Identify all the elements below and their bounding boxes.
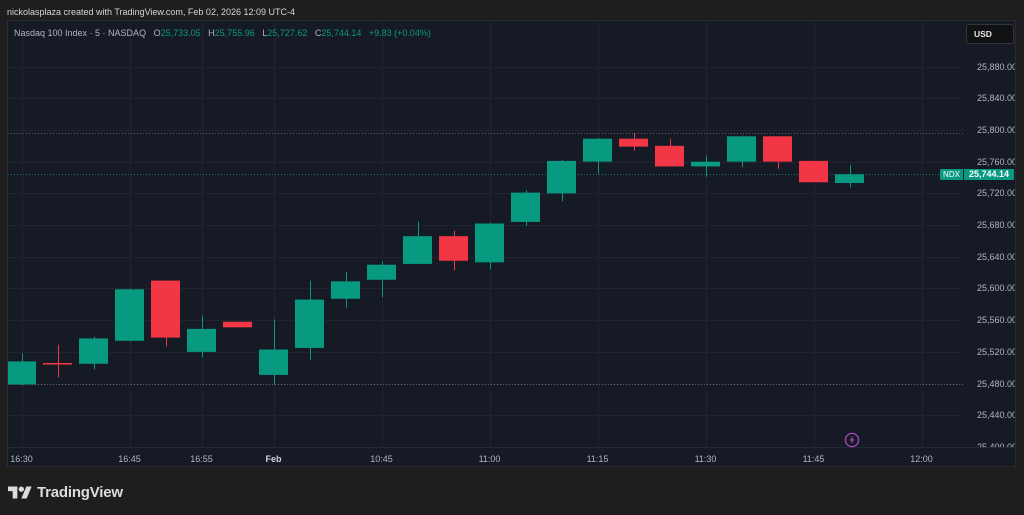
candle[interactable] xyxy=(79,336,108,370)
time-axis[interactable]: 16:30 16:45 16:55 Feb 10:45 11:00 11:15 11:30 11… xyxy=(8,447,1015,466)
price-axis-label: 25,480.00 xyxy=(976,378,1016,389)
candle-body xyxy=(115,289,144,341)
last-price-value: 25,744.14 xyxy=(964,168,1014,180)
candle[interactable] xyxy=(8,353,36,386)
candle-body xyxy=(439,236,468,261)
last-price-symbol: NDX xyxy=(940,168,963,180)
currency-button[interactable]: USD xyxy=(966,24,1014,44)
time-axis-label: 16:45 xyxy=(118,454,141,464)
candle[interactable] xyxy=(43,344,72,378)
candle[interactable] xyxy=(151,280,180,347)
candle[interactable] xyxy=(691,155,720,177)
price-axis-label: 25,760.00 xyxy=(976,156,1016,167)
candle[interactable] xyxy=(187,315,216,358)
candle-body xyxy=(835,174,864,184)
tradingview-logo-icon xyxy=(8,486,32,498)
price-axis-label: 25,560.00 xyxy=(976,315,1016,326)
candle[interactable] xyxy=(619,133,648,151)
candle[interactable] xyxy=(439,230,468,271)
chart-legend: Nasdaq 100 Index · 5 · NASDAQ O25,733.05… xyxy=(14,26,431,40)
price-axis-label: 25,800.00 xyxy=(976,124,1016,135)
time-axis-label: 16:30 xyxy=(10,454,33,464)
time-axis-label: 11:45 xyxy=(802,454,825,464)
candle-body xyxy=(655,145,684,167)
candle[interactable] xyxy=(403,221,432,264)
candle[interactable] xyxy=(475,222,504,270)
candle-body xyxy=(547,160,576,194)
change-value: +9.83 (+0.04%) xyxy=(368,28,431,38)
low-label: L xyxy=(262,28,268,38)
candlestick-plot[interactable] xyxy=(8,21,1016,467)
close-label: C xyxy=(314,28,322,38)
candle-body xyxy=(799,160,828,183)
candle[interactable] xyxy=(259,319,288,385)
chart-panel[interactable]: Nasdaq 100 Index · 5 · NASDAQ O25,733.05… xyxy=(7,20,1016,467)
candle[interactable] xyxy=(835,164,864,188)
candle-body xyxy=(43,362,72,365)
open-value: 25,733.05 xyxy=(160,28,201,38)
candle[interactable] xyxy=(367,261,396,298)
candle[interactable] xyxy=(763,136,792,169)
candle-body xyxy=(331,281,360,299)
candles[interactable] xyxy=(8,133,864,386)
lightning-icon[interactable] xyxy=(844,432,860,448)
candle[interactable] xyxy=(547,160,576,202)
candle-body xyxy=(187,328,216,352)
time-axis-label: 11:15 xyxy=(586,454,609,464)
candle[interactable] xyxy=(655,138,684,167)
price-axis-label: 25,520.00 xyxy=(976,346,1016,357)
candle-body xyxy=(763,136,792,162)
candle-body xyxy=(79,338,108,364)
time-axis-label: 11:30 xyxy=(694,454,717,464)
price-axis-label: 25,680.00 xyxy=(976,220,1016,231)
high-value: 25,755.96 xyxy=(214,28,255,38)
candle-body xyxy=(151,280,180,338)
time-axis-label: 16:55 xyxy=(190,454,213,464)
price-axis-label: 25,440.00 xyxy=(976,410,1016,421)
candle[interactable] xyxy=(295,280,324,360)
price-axis-label: 25,840.00 xyxy=(976,93,1016,104)
price-axis-label: 25,600.00 xyxy=(976,283,1016,294)
candle-body xyxy=(8,361,36,385)
candle[interactable] xyxy=(583,137,612,174)
candle[interactable] xyxy=(331,271,360,308)
candle-body xyxy=(223,321,252,328)
candle-body xyxy=(295,299,324,348)
candle[interactable] xyxy=(727,135,756,168)
time-axis-label: 10:45 xyxy=(370,454,393,464)
candle[interactable] xyxy=(511,190,540,226)
candle-body xyxy=(619,138,648,147)
candle[interactable] xyxy=(223,321,252,328)
candle-body xyxy=(691,161,720,167)
candle[interactable] xyxy=(799,160,828,183)
time-axis-label: 12:00 xyxy=(910,454,933,464)
candle-body xyxy=(367,264,396,280)
tradingview-logo[interactable]: TradingView xyxy=(8,481,123,503)
candle-body xyxy=(583,138,612,162)
candle-body xyxy=(259,349,288,375)
logo-text: TradingView xyxy=(37,483,123,501)
price-axis-label: 25,880.00 xyxy=(976,61,1016,72)
price-axis-label: 25,640.00 xyxy=(976,251,1016,262)
high-label: H xyxy=(208,28,215,38)
open-label: O xyxy=(153,28,161,38)
candle-body xyxy=(403,236,432,264)
low-value: 25,727.62 xyxy=(267,28,308,38)
last-price-tag: NDX 25,744.14 xyxy=(940,168,1014,180)
candle[interactable] xyxy=(115,288,144,342)
candle-body xyxy=(511,192,540,222)
price-axis-label: 25,400.00 xyxy=(976,442,1016,447)
price-axis[interactable]: 25,880.00 25,840.00 25,800.00 25,760.00 25,7… xyxy=(963,21,1016,447)
chart-attribution: nickolasplaza created with TradingView.c… xyxy=(7,7,295,17)
symbol-title[interactable]: Nasdaq 100 Index · 5 · NASDAQ xyxy=(14,28,147,38)
time-axis-label: Feb xyxy=(265,454,282,464)
close-value: 25,744.14 xyxy=(321,28,362,38)
candle-body xyxy=(727,136,756,162)
time-axis-label: 11:00 xyxy=(478,454,501,464)
candle-body xyxy=(475,223,504,263)
price-axis-label: 25,720.00 xyxy=(976,188,1016,199)
